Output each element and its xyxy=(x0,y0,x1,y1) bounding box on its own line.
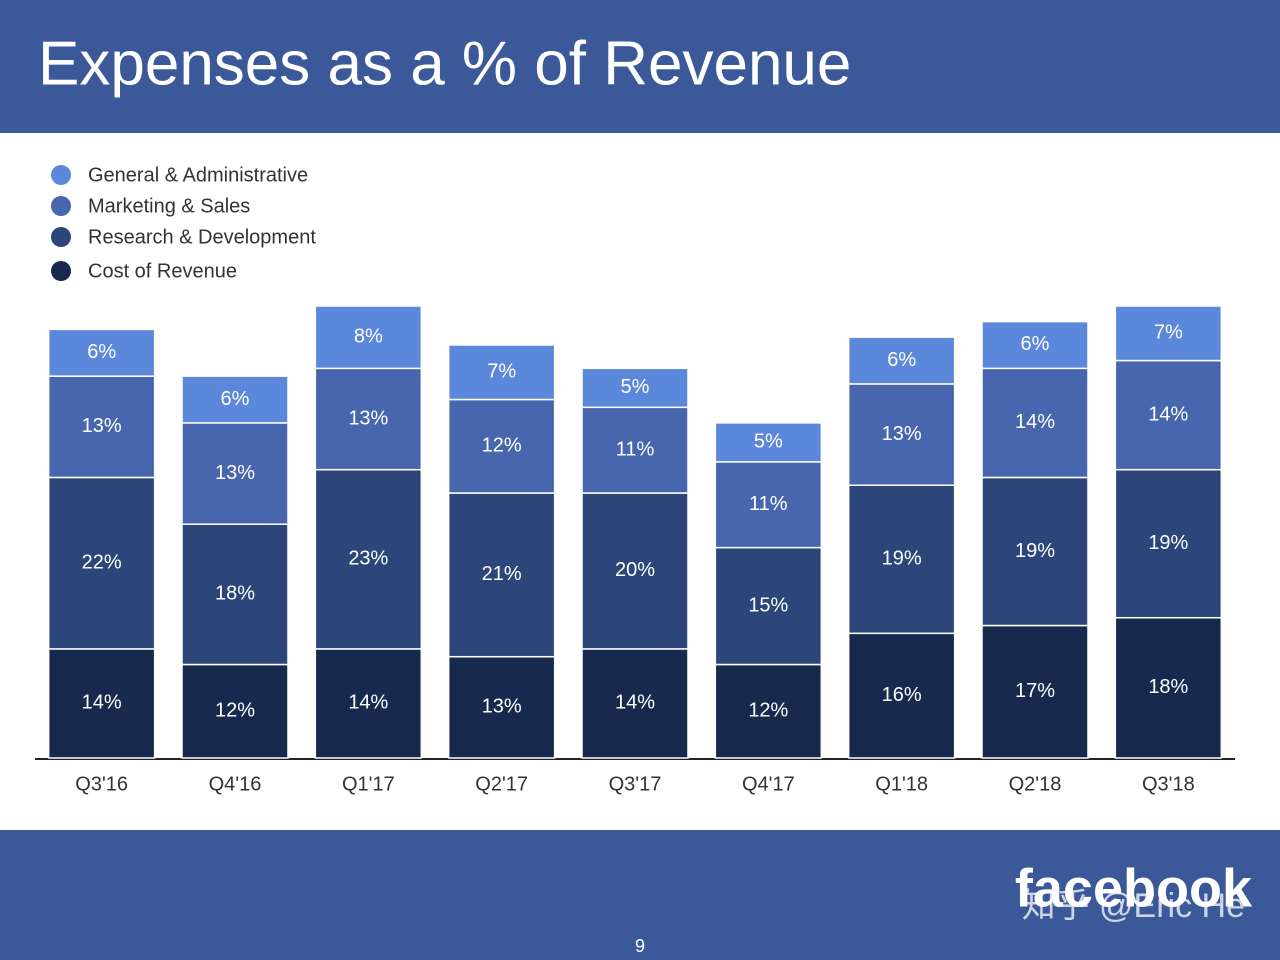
bar-segment xyxy=(1114,616,1223,759)
data-label: 19% xyxy=(1148,532,1188,554)
data-label: 7% xyxy=(487,361,516,383)
bar-segment xyxy=(581,367,689,409)
bar-segment xyxy=(847,484,956,635)
bar-segment xyxy=(981,624,1089,759)
page-number: 9 xyxy=(635,936,645,956)
x-tick-label: Q1'17 xyxy=(342,773,395,795)
data-label: 8% xyxy=(354,325,383,347)
data-label: 19% xyxy=(882,548,922,570)
footer-band xyxy=(0,830,1280,960)
data-label: 6% xyxy=(87,341,116,363)
data-label: 23% xyxy=(348,548,388,570)
data-label: 6% xyxy=(887,349,916,371)
bar-segment xyxy=(847,632,956,759)
data-label: 22% xyxy=(82,551,122,573)
data-label: 11% xyxy=(749,493,788,515)
data-label: 20% xyxy=(615,559,655,581)
bar-segment xyxy=(181,375,289,424)
data-label: 17% xyxy=(1015,680,1055,702)
data-label: 14% xyxy=(1148,403,1188,425)
bar-segment xyxy=(714,422,823,463)
data-label: 18% xyxy=(215,583,255,605)
bar-segment xyxy=(314,305,423,370)
legend-swatch xyxy=(51,227,71,247)
data-label: 12% xyxy=(748,700,788,722)
bar-segment xyxy=(47,328,156,377)
x-tick-label: Q4'17 xyxy=(742,773,795,795)
legend-swatch xyxy=(51,196,71,216)
x-tick-label: Q1'18 xyxy=(875,773,928,795)
data-label: 14% xyxy=(82,692,122,714)
x-tick-label: Q2'18 xyxy=(1009,773,1062,795)
data-label: 6% xyxy=(1021,333,1050,355)
data-label: 12% xyxy=(482,435,522,457)
data-label: 12% xyxy=(215,700,255,722)
bar-segment xyxy=(1114,305,1223,362)
bar-segment xyxy=(847,383,956,486)
data-label: 5% xyxy=(754,431,783,453)
data-label: 14% xyxy=(1015,411,1055,433)
legend-label: Marketing & Sales xyxy=(88,195,250,217)
bar-segment xyxy=(981,476,1089,627)
data-label: 18% xyxy=(1148,676,1188,698)
data-label: 13% xyxy=(215,462,255,484)
bar-segment xyxy=(981,367,1089,479)
data-label: 21% xyxy=(482,563,522,585)
chart-title: Expenses as a % of Revenue xyxy=(38,29,851,98)
data-label: 16% xyxy=(882,684,922,706)
data-label: 6% xyxy=(221,388,250,410)
bar-segment xyxy=(314,367,423,471)
bar-segment xyxy=(314,648,423,759)
bar-segment xyxy=(981,320,1089,370)
x-tick-label: Q4'16 xyxy=(209,773,262,795)
legend-label: Research & Development xyxy=(88,226,316,248)
bar-segment xyxy=(47,476,156,650)
bar-segment xyxy=(1114,359,1223,471)
header-band xyxy=(0,0,1280,133)
legend-swatch xyxy=(51,165,71,185)
data-label: 13% xyxy=(482,696,522,718)
data-label: 14% xyxy=(348,692,388,714)
logo: facebook xyxy=(1015,858,1253,918)
data-label: 19% xyxy=(1015,540,1055,562)
data-label: 13% xyxy=(348,407,388,429)
bar-segment xyxy=(314,468,423,650)
data-label: 7% xyxy=(1154,322,1183,344)
bar-segment xyxy=(714,461,823,549)
bar-segment xyxy=(447,655,556,759)
bar-segment xyxy=(47,375,156,479)
legend-label: General & Administrative xyxy=(88,164,308,186)
bar-segment xyxy=(1114,468,1223,619)
x-tick-label: Q3'18 xyxy=(1142,773,1195,795)
bar-segment xyxy=(181,523,289,666)
data-label: 13% xyxy=(82,415,122,437)
data-label: 15% xyxy=(748,594,788,616)
data-label: 5% xyxy=(621,376,650,398)
legend-swatch xyxy=(51,261,71,281)
bar-segment xyxy=(447,344,556,401)
bar-segment xyxy=(847,336,956,385)
bar-segment xyxy=(714,546,823,666)
bar-segment xyxy=(181,663,289,759)
bar-segment xyxy=(581,648,689,759)
x-tick-label: Q3'17 xyxy=(609,773,662,795)
data-label: 13% xyxy=(882,423,922,445)
data-label: 14% xyxy=(615,692,655,714)
watermark: 知乎 @Eric He xyxy=(1022,887,1245,925)
legend-label: Cost of Revenue xyxy=(88,260,237,282)
bar-segment xyxy=(181,422,289,525)
x-tick-label: Q3'16 xyxy=(75,773,128,795)
x-tick-label: Q2'17 xyxy=(475,773,528,795)
data-label: 11% xyxy=(616,438,655,460)
